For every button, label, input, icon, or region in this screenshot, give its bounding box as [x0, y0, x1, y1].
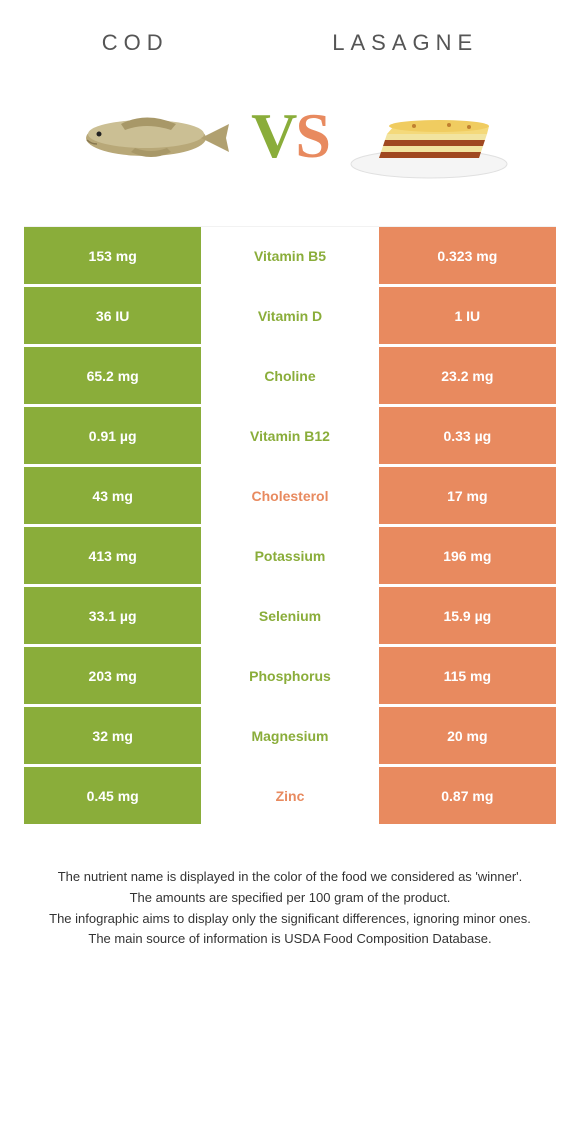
cell-nutrient-label: Choline: [201, 347, 378, 404]
cell-right-value: 115 mg: [379, 647, 556, 704]
footnote-line: The main source of information is USDA F…: [30, 929, 550, 950]
header: Cod Lasagne: [0, 0, 580, 86]
nutrient-table: 153 mgVitamin B50.323 mg36 IUVitamin D1 …: [24, 226, 556, 827]
cell-left-value: 0.45 mg: [24, 767, 201, 824]
footnote: The nutrient name is displayed in the co…: [30, 867, 550, 950]
cell-nutrient-label: Phosphorus: [201, 647, 378, 704]
table-row: 43 mgCholesterol17 mg: [24, 467, 556, 527]
table-row: 0.45 mgZinc0.87 mg: [24, 767, 556, 827]
footnote-line: The infographic aims to display only the…: [30, 909, 550, 930]
food-title-right: Lasagne: [332, 30, 478, 56]
cod-fish-icon: [61, 86, 241, 186]
cell-nutrient-label: Cholesterol: [201, 467, 378, 524]
cell-nutrient-label: Vitamin B5: [201, 227, 378, 284]
cell-left-value: 153 mg: [24, 227, 201, 284]
table-row: 153 mgVitamin B50.323 mg: [24, 227, 556, 287]
vs-v: V: [251, 100, 295, 171]
table-row: 32 mgMagnesium20 mg: [24, 707, 556, 767]
cell-right-value: 15.9 µg: [379, 587, 556, 644]
cell-left-value: 36 IU: [24, 287, 201, 344]
table-row: 65.2 mgCholine23.2 mg: [24, 347, 556, 407]
cell-right-value: 0.323 mg: [379, 227, 556, 284]
cell-right-value: 17 mg: [379, 467, 556, 524]
cell-nutrient-label: Selenium: [201, 587, 378, 644]
food-title-left: Cod: [102, 30, 169, 56]
cell-left-value: 203 mg: [24, 647, 201, 704]
cell-right-value: 0.87 mg: [379, 767, 556, 824]
cell-nutrient-label: Vitamin D: [201, 287, 378, 344]
cell-left-value: 43 mg: [24, 467, 201, 524]
table-row: 413 mgPotassium196 mg: [24, 527, 556, 587]
cell-left-value: 0.91 µg: [24, 407, 201, 464]
cell-left-value: 413 mg: [24, 527, 201, 584]
cell-right-value: 1 IU: [379, 287, 556, 344]
footnote-line: The amounts are specified per 100 gram o…: [30, 888, 550, 909]
cell-right-value: 0.33 µg: [379, 407, 556, 464]
vs-label: VS: [251, 99, 329, 173]
lasagne-icon: [339, 86, 519, 186]
table-row: 33.1 µgSelenium15.9 µg: [24, 587, 556, 647]
cell-right-value: 196 mg: [379, 527, 556, 584]
footnote-line: The nutrient name is displayed in the co…: [30, 867, 550, 888]
cell-nutrient-label: Potassium: [201, 527, 378, 584]
vs-row: VS: [0, 86, 580, 226]
food-image-left: [61, 86, 241, 186]
food-image-right: [339, 86, 519, 186]
cell-nutrient-label: Zinc: [201, 767, 378, 824]
vs-s: S: [295, 100, 329, 171]
cell-left-value: 32 mg: [24, 707, 201, 764]
table-row: 0.91 µgVitamin B120.33 µg: [24, 407, 556, 467]
cell-nutrient-label: Vitamin B12: [201, 407, 378, 464]
cell-left-value: 65.2 mg: [24, 347, 201, 404]
table-row: 36 IUVitamin D1 IU: [24, 287, 556, 347]
cell-left-value: 33.1 µg: [24, 587, 201, 644]
cell-nutrient-label: Magnesium: [201, 707, 378, 764]
cell-right-value: 23.2 mg: [379, 347, 556, 404]
cell-right-value: 20 mg: [379, 707, 556, 764]
table-row: 203 mgPhosphorus115 mg: [24, 647, 556, 707]
